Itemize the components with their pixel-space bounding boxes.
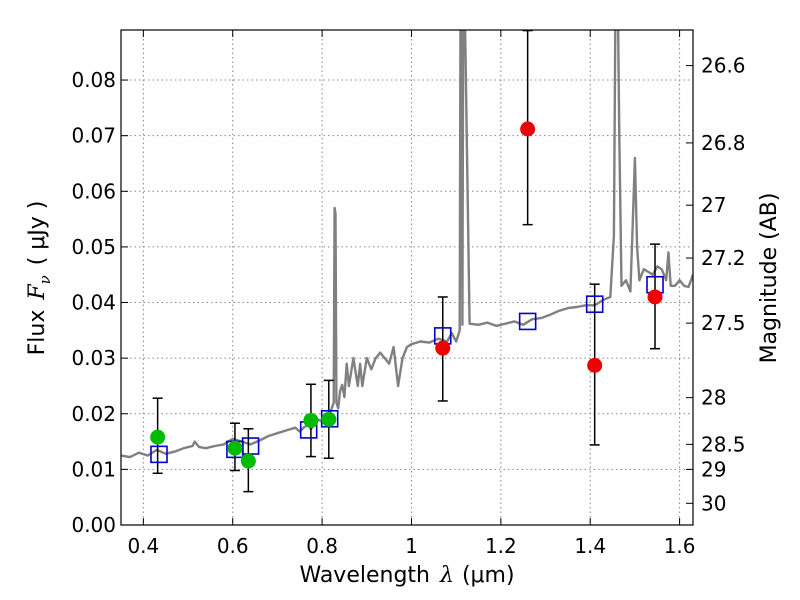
y-axis-ticks: 0.00 0.01 0.02 0.03 0.04 0.05 0.06 0.07 0.08 [71, 68, 128, 537]
y-tick-label: 0.07 [71, 124, 116, 148]
error-bar-layer [152, 29, 661, 493]
y-tick-label: 0.01 [71, 457, 116, 481]
right-tick-label: 27.5 [701, 311, 746, 335]
right-tick-label: 28.5 [701, 432, 746, 456]
green-data-point [227, 440, 243, 456]
red-data-point [435, 340, 451, 356]
right-tick-label: 27 [701, 193, 726, 217]
red-data-point [520, 121, 536, 137]
x-tick-label: 0.8 [306, 534, 338, 558]
right-tick-label: 29 [701, 457, 726, 481]
right-axis-ticks: 26.6 26.8 27 27.2 27.5 28 28.529 30 [686, 54, 746, 515]
red-data-point [647, 289, 663, 305]
right-tick-label: 26.8 [701, 131, 746, 155]
green-data-point [321, 411, 337, 427]
right-axis-label: Magnitude (AB) [757, 193, 782, 364]
x-tick-label: 1.6 [664, 534, 696, 558]
green-data-point [303, 412, 319, 428]
right-tick-label: 28 [701, 386, 726, 410]
photometry-point-layer [150, 121, 663, 469]
model-spectrum-layer [121, 30, 693, 459]
x-tick-label: 0.4 [127, 534, 159, 558]
grid [121, 30, 693, 525]
model-photometry-square [585, 295, 604, 313]
green-data-point [240, 453, 256, 469]
y-tick-label: 0.05 [71, 235, 116, 259]
x-axis-ticks: 0.4 0.6 0.8 1 1.2 1.4 1.6 [127, 30, 696, 558]
y-tick-label: 0.06 [71, 179, 116, 203]
y-tick-label: 0.08 [71, 68, 116, 92]
x-tick-label: 1 [405, 534, 418, 558]
red-data-point [587, 357, 603, 373]
x-tick-label: 1.2 [485, 534, 517, 558]
x-axis-label: Wavelength λ (μm) [299, 563, 514, 588]
y-axis-label: FluxFν( μJy ) [25, 201, 54, 356]
y-tick-label: 0.00 [71, 513, 116, 537]
y-tick-label: 0.04 [71, 291, 116, 315]
right-tick-label: 26.6 [701, 54, 746, 78]
x-tick-label: 1.4 [574, 534, 606, 558]
right-tick-label: 27.2 [701, 246, 746, 270]
green-data-point [150, 429, 166, 445]
model-spectrum-line [121, 30, 693, 459]
x-tick-label: 0.6 [217, 534, 249, 558]
model-photometry-square [518, 312, 537, 331]
y-tick-label: 0.03 [71, 346, 116, 370]
right-tick-label: 30 [701, 491, 726, 515]
y-tick-label: 0.02 [71, 402, 116, 426]
plot-frame [120, 29, 694, 526]
model-photometry-square [150, 445, 168, 464]
